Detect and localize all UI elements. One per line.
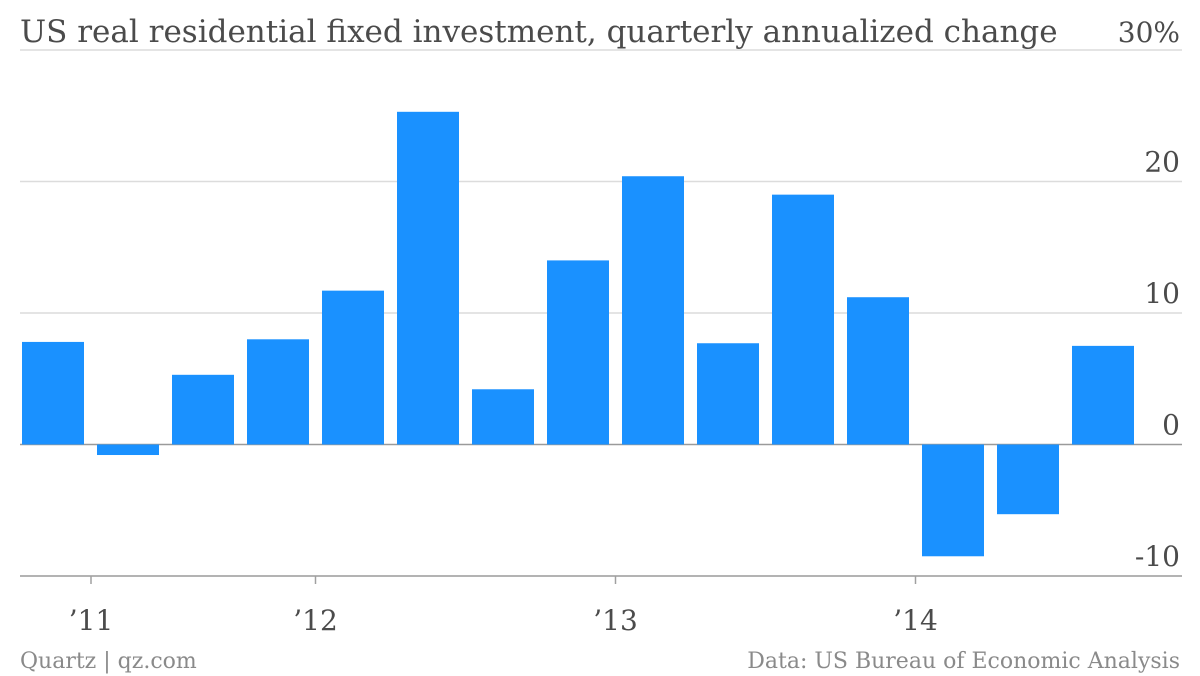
bar-2013Q4 [847, 297, 909, 445]
bar-2011Q2 [97, 444, 159, 456]
x-tick-label: ’11 [69, 604, 114, 637]
axes [20, 575, 1182, 584]
credit-text: Quartz | qz.com [20, 649, 197, 674]
bar-2014Q2 [997, 444, 1059, 515]
bar-2012Q1 [322, 290, 384, 445]
x-tick-label: ’13 [593, 604, 638, 637]
y-tick-label: -10 [1135, 540, 1180, 573]
y-tick-label: 20 [1144, 146, 1180, 179]
x-tick-label: ’12 [293, 604, 338, 637]
source-text: Data: US Bureau of Economic Analysis [747, 649, 1180, 674]
bar-2012Q4 [547, 260, 609, 445]
bar-2013Q3 [772, 194, 834, 445]
bar-2012Q2 [397, 111, 459, 445]
bar-2013Q1 [622, 176, 684, 445]
bar-2011Q4 [247, 339, 309, 445]
x-tick-labels: ’11 ’12 ’13 ’14 [69, 604, 938, 637]
y-tick-label: 0 [1162, 409, 1180, 442]
bars [22, 111, 1134, 557]
y-tick-label: 10 [1144, 277, 1180, 310]
bar-2013Q2 [697, 343, 759, 445]
bar-2011Q1 [22, 341, 84, 445]
y-tick-labels: -10 0 10 20 30% [1118, 16, 1180, 573]
chart-title: US real residential fixed investment, qu… [20, 14, 1058, 50]
bar-2011Q3 [172, 374, 234, 445]
x-tick-label: ’14 [893, 604, 938, 637]
bar-2014Q3 [1072, 345, 1134, 445]
bar-2012Q3 [472, 389, 534, 445]
bar-2014Q1 [922, 444, 984, 557]
y-tick-label: 30% [1118, 16, 1180, 49]
